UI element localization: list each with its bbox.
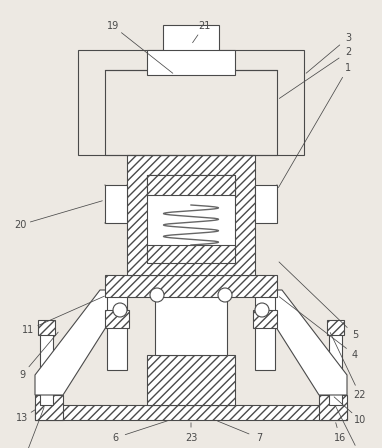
Text: 13: 13 [16,413,28,423]
Bar [38,320,55,335]
Text: 4: 4 [352,350,358,360]
Bar [253,310,277,328]
Text: 7: 7 [256,433,262,443]
Bar [329,330,342,405]
Text: 3: 3 [345,33,351,43]
Text: 10: 10 [354,415,366,425]
Bar [105,185,127,223]
Bar [147,175,235,255]
Text: 1: 1 [345,63,351,73]
Text: 6: 6 [112,433,118,443]
Text: 2: 2 [345,47,351,57]
Circle shape [150,288,164,302]
Bar [107,295,127,370]
Polygon shape [262,290,347,395]
Bar [127,155,255,275]
Text: 20: 20 [14,220,26,230]
Text: 21: 21 [198,21,210,31]
Bar [105,310,129,328]
Bar [40,330,53,405]
Bar [35,405,347,420]
Text: 22: 22 [354,390,366,400]
Text: 19: 19 [107,21,119,31]
Text: 23: 23 [185,433,197,443]
Bar [105,275,277,297]
Circle shape [255,303,269,317]
Bar [147,50,235,75]
Text: 9: 9 [19,370,25,380]
Text: 5: 5 [352,330,358,340]
Bar [147,355,235,405]
Bar [35,395,63,420]
Bar [78,50,304,155]
Polygon shape [35,290,120,395]
Text: 11: 11 [22,325,34,335]
Bar [105,70,277,155]
Bar [255,185,277,223]
Bar [163,25,219,70]
Bar [319,395,347,420]
Bar [155,295,227,355]
Circle shape [113,303,127,317]
Text: 16: 16 [334,433,346,443]
Bar [147,245,235,263]
Bar [255,295,275,370]
Bar [147,175,235,195]
Bar [327,320,344,335]
Circle shape [218,288,232,302]
